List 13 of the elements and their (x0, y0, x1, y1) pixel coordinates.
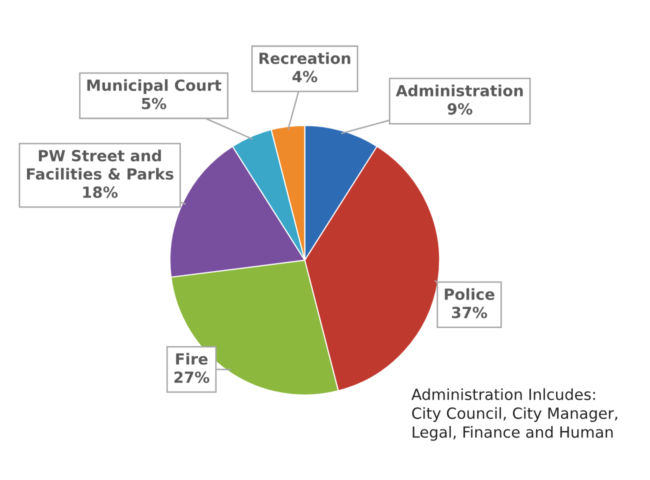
slice-label: Administration (396, 84, 523, 96)
data-label: 5% (142, 98, 166, 110)
data-label: 37% (452, 306, 488, 318)
data-label: 18% (83, 186, 118, 198)
data-label: 27% (174, 371, 210, 384)
data-label: 4% (292, 70, 318, 82)
text: Administration Inlcudes: City Council, City Manager, Legal, Finance and Human (411, 388, 618, 441)
slice-label: PW Street and Facilities & Parks (27, 150, 174, 180)
slice-label: Recreation (260, 52, 350, 64)
slice-label: Fire (176, 352, 208, 365)
slice-label: Municipal Court (87, 79, 222, 94)
data-label: 9% (448, 103, 472, 115)
slice-label: Police (444, 288, 494, 300)
